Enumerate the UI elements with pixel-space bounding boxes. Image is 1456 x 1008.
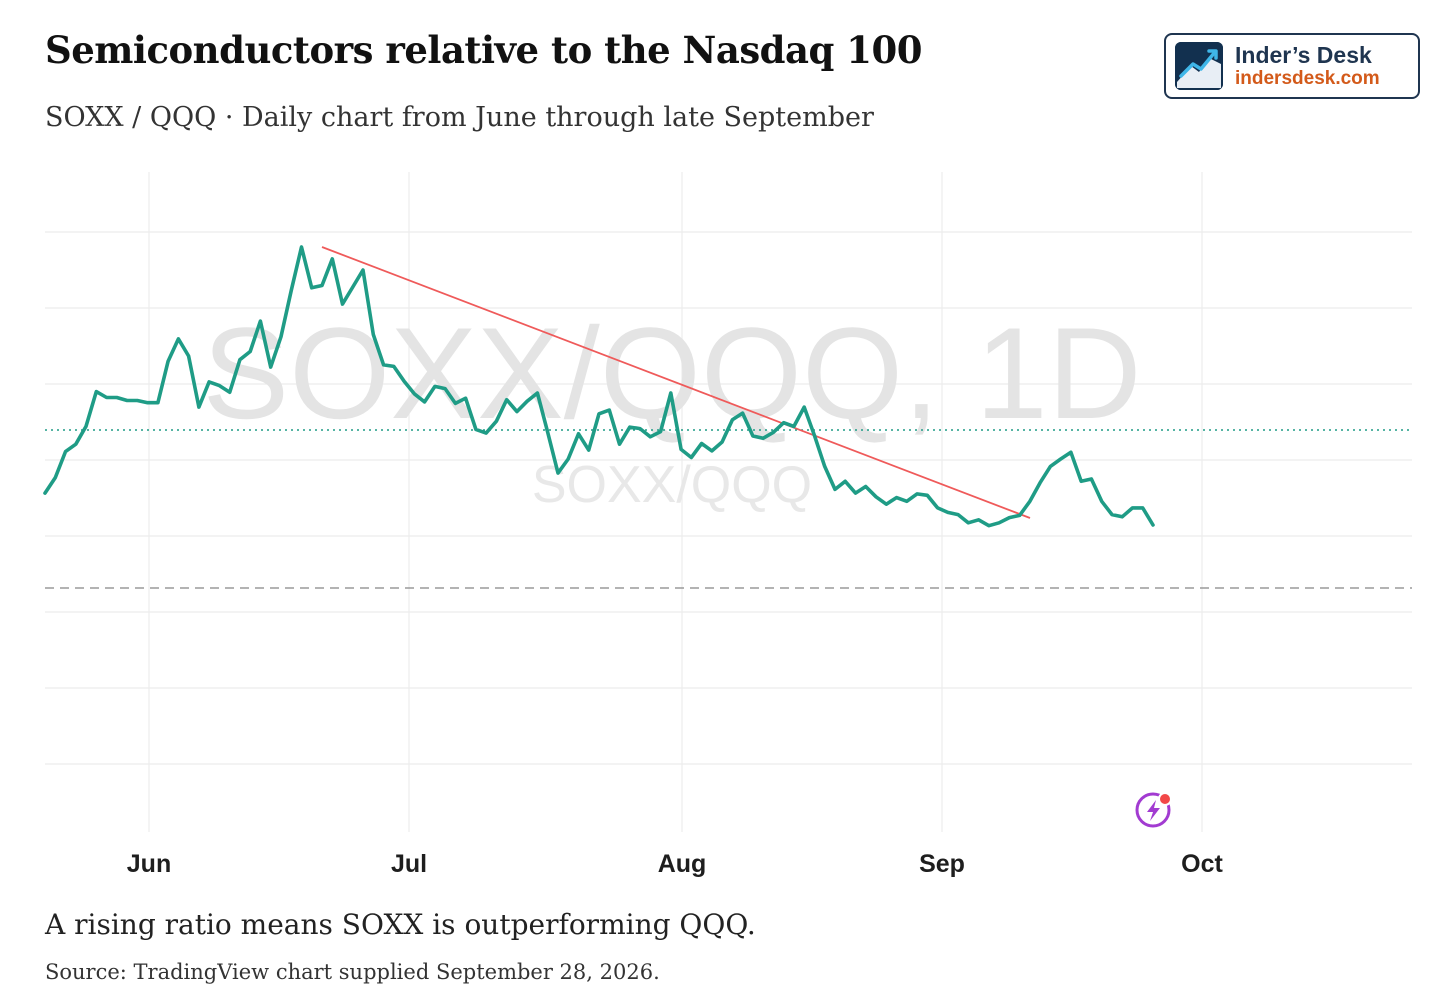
page-title: Semiconductors relative to the Nasdaq 10… xyxy=(45,28,923,72)
vertical-gridlines xyxy=(148,172,1203,832)
logo-chart-icon xyxy=(1175,42,1223,90)
downtrend-line xyxy=(321,246,1031,519)
logo-url[interactable]: indersdesk.com xyxy=(1235,68,1380,90)
logo-name: Inder’s Desk xyxy=(1235,41,1372,68)
watermark-symbol: SOXX/QQQ, 1D xyxy=(202,300,1141,446)
x-tick-jul: Jul xyxy=(391,850,427,878)
page-subtitle: SOXX / QQQ · Daily chart from June throu… xyxy=(45,102,874,133)
chart-caption: A rising ratio means SOXX is outperformi… xyxy=(45,908,756,941)
ratio-chart: SOXX/QQQ, 1D SOXX/QQQ Jun Jul Aug Sep Oct xyxy=(43,172,1412,878)
x-tick-aug: Aug xyxy=(658,850,707,878)
series-line xyxy=(43,245,1155,528)
watermark-subtitle: SOXX/QQQ xyxy=(532,456,812,514)
x-tick-jun: Jun xyxy=(127,850,171,878)
horizontal-gridlines xyxy=(45,231,1412,765)
x-axis-ticks: Jun Jul Aug Sep Oct xyxy=(127,850,1224,878)
x-tick-sep: Sep xyxy=(919,850,965,878)
alert-icon[interactable] xyxy=(1135,792,1172,828)
x-tick-oct: Oct xyxy=(1181,850,1223,878)
brand-logo[interactable]: Inder’s Desk indersdesk.com xyxy=(1164,33,1420,99)
source-note: Source: TradingView chart supplied Septe… xyxy=(45,960,660,984)
